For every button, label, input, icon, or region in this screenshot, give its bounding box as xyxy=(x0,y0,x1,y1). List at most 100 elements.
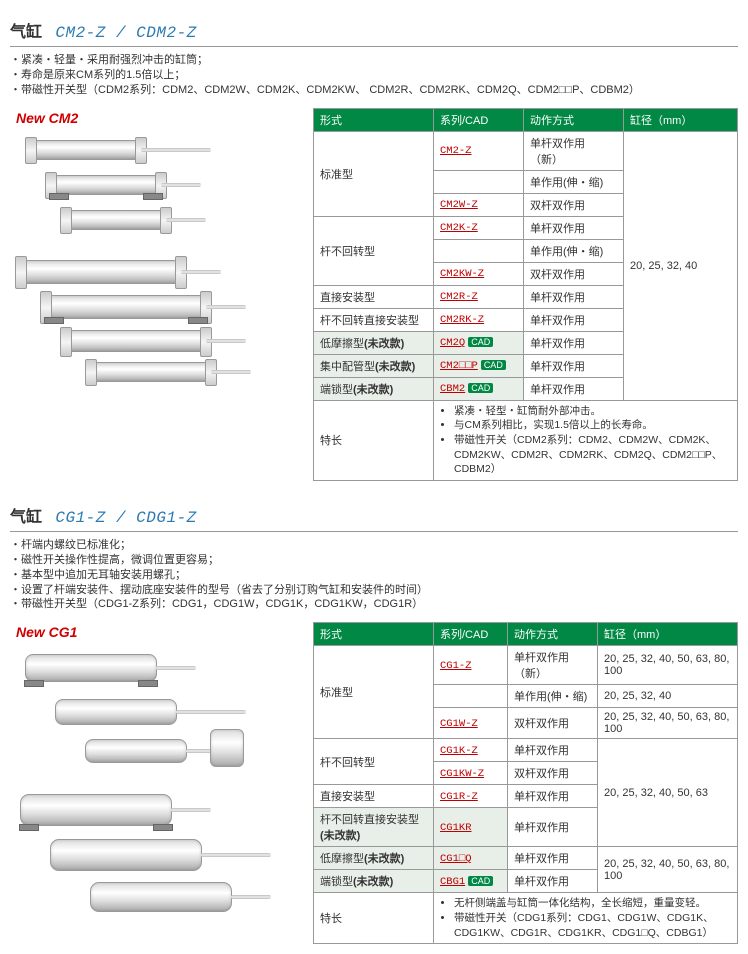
series-cell: CG1K-Z xyxy=(434,739,508,762)
section1-model: CM2-Z / CDM2-Z xyxy=(55,24,196,42)
section1-prefix: 气缸 xyxy=(10,24,42,41)
th-bore: 缸径（mm） xyxy=(624,108,738,131)
th-series: 系列/CAD xyxy=(434,108,524,131)
section2-title: 气缸 CG1-Z / CDG1-Z xyxy=(10,503,738,527)
series-cell: CBG1CAD xyxy=(434,870,508,893)
type-cell: 标准型 xyxy=(314,646,434,739)
feature-row: 特长紧凑・轻型・缸筒耐外部冲击。与CM系列相比，实现1.5倍以上的长寿命。带磁性… xyxy=(314,400,738,480)
series-cell: CM2-Z xyxy=(434,131,524,170)
section2-model: CG1-Z / CDG1-Z xyxy=(55,509,196,527)
bore-cell: 20, 25, 32, 40 xyxy=(598,685,738,708)
action-cell: 双杆双作用 xyxy=(508,762,598,785)
action-cell: 单杆双作用 xyxy=(524,285,624,308)
type-cell: 杆不回转直接安装型(未改款) xyxy=(314,808,434,847)
new-cg1-label: New CG1 xyxy=(16,624,305,640)
cad-badge: CAD xyxy=(468,876,493,886)
bore-cell: 20, 25, 32, 40, 50, 63 xyxy=(598,739,738,847)
bore-cell: 20, 25, 32, 40, 50, 63, 80, 100 xyxy=(598,847,738,893)
divider xyxy=(10,46,738,47)
section1-title: 气缸 CM2-Z / CDM2-Z xyxy=(10,18,738,42)
action-cell: 单杆双作用 xyxy=(524,331,624,354)
series-link[interactable]: CG1KW-Z xyxy=(440,768,484,780)
action-cell: 单作用(伸・缩) xyxy=(524,170,624,193)
series-cell: CG1KR xyxy=(434,808,508,847)
bullet-item: 设置了杆端安装件、摆动底座安装件的型号（省去了分别订购气缸和安装件的时间） xyxy=(10,583,738,598)
action-cell: 单杆双作用 xyxy=(524,216,624,239)
series-link[interactable]: CG1KR xyxy=(440,822,472,834)
series-link[interactable]: CG1W-Z xyxy=(440,718,478,730)
series-cell: CM2KW-Z xyxy=(434,262,524,285)
series-link[interactable]: CM2W-Z xyxy=(440,199,478,211)
type-cell: 直接安装型 xyxy=(314,785,434,808)
series-cell xyxy=(434,170,524,193)
series-link[interactable]: CM2R-Z xyxy=(440,291,478,303)
th-type: 形式 xyxy=(314,108,434,131)
type-cell: 直接安装型 xyxy=(314,285,434,308)
series-link[interactable]: CBM2 xyxy=(440,383,465,395)
table-row: 低摩擦型(未改款)CG1□Q单杆双作用20, 25, 32, 40, 50, 6… xyxy=(314,847,738,870)
series-link[interactable]: CM2Q xyxy=(440,337,465,349)
series-cell: CM2K-Z xyxy=(434,216,524,239)
action-cell: 单杆双作用（新） xyxy=(508,646,598,685)
series-cell: CM2RK-Z xyxy=(434,308,524,331)
series-cell: CM2QCAD xyxy=(434,331,524,354)
type-cell: 低摩擦型(未改款) xyxy=(314,331,434,354)
series-link[interactable]: CM2-Z xyxy=(440,145,472,157)
series-link[interactable]: CM2KW-Z xyxy=(440,268,484,280)
action-cell: 单杆双作用 xyxy=(508,808,598,847)
feature-content: 无杆侧端盖与缸筒一体化结构，全长缩短，重量变轻。带磁性开关（CDG1系列：CDG… xyxy=(434,893,738,944)
type-cell: 标准型 xyxy=(314,131,434,216)
feature-label: 特长 xyxy=(314,893,434,944)
series-cell: CM2R-Z xyxy=(434,285,524,308)
bullet-item: 磁性开关操作性提高，微调位置更容易； xyxy=(10,553,738,568)
type-cell: 低摩擦型(未改款) xyxy=(314,847,434,870)
series-cell: CG1□Q xyxy=(434,847,508,870)
bullet-item: 杆端内螺纹已标准化； xyxy=(10,538,738,553)
table-row: 标准型CG1-Z单杆双作用（新）20, 25, 32, 40, 50, 63, … xyxy=(314,646,738,685)
series-link[interactable]: CG1-Z xyxy=(440,660,472,672)
table-row: 杆不回转型CG1K-Z单杆双作用20, 25, 32, 40, 50, 63 xyxy=(314,739,738,762)
series-cell xyxy=(434,239,524,262)
series-link[interactable]: CG1□Q xyxy=(440,853,472,865)
action-cell: 单杆双作用 xyxy=(524,354,624,377)
series-link[interactable]: CM2□□P xyxy=(440,360,478,372)
action-cell: 单杆双作用 xyxy=(524,377,624,400)
series-link[interactable]: CG1K-Z xyxy=(440,745,478,757)
series-link[interactable]: CG1R-Z xyxy=(440,791,478,803)
th-series: 系列/CAD xyxy=(434,623,508,646)
th-bore: 缸径（mm） xyxy=(598,623,738,646)
th-type: 形式 xyxy=(314,623,434,646)
action-cell: 单作用(伸・缩) xyxy=(508,685,598,708)
series-cell: CG1KW-Z xyxy=(434,762,508,785)
bullet-item: 紧凑・轻量・采用耐强烈冲击的缸筒； xyxy=(10,53,738,68)
cad-badge: CAD xyxy=(468,383,493,393)
bullet-item: 带磁性开关型（CDG1-Z系列：CDG1，CDG1W，CDG1K，CDG1KW，… xyxy=(10,597,738,612)
action-cell: 单作用(伸・缩) xyxy=(524,239,624,262)
type-cell: 端锁型(未改款) xyxy=(314,870,434,893)
th-action: 动作方式 xyxy=(508,623,598,646)
action-cell: 单杆双作用 xyxy=(508,739,598,762)
feature-row: 特长无杆侧端盖与缸筒一体化结构，全长缩短，重量变轻。带磁性开关（CDG1系列：C… xyxy=(314,893,738,944)
series-link[interactable]: CBG1 xyxy=(440,876,465,888)
bullet-item: 基本型中追加无耳轴安装用螺孔； xyxy=(10,568,738,583)
th-action: 动作方式 xyxy=(524,108,624,131)
section2-bullets: 杆端内螺纹已标准化；磁性开关操作性提高，微调位置更容易；基本型中追加无耳轴安装用… xyxy=(10,538,738,612)
new-cm2-label: New CM2 xyxy=(16,110,305,126)
cg1-cylinder-illustration xyxy=(10,644,305,914)
section2-prefix: 气缸 xyxy=(10,509,42,526)
action-cell: 单杆双作用 xyxy=(508,847,598,870)
series-cell: CM2W-Z xyxy=(434,193,524,216)
cg1-spec-table: 形式 系列/CAD 动作方式 缸径（mm） 标准型CG1-Z单杆双作用（新）20… xyxy=(313,622,738,944)
type-cell: 端锁型(未改款) xyxy=(314,377,434,400)
action-cell: 单杆双作用 xyxy=(508,870,598,893)
bore-cell: 20, 25, 32, 40, 50, 63, 80, 100 xyxy=(598,646,738,685)
series-link[interactable]: CM2K-Z xyxy=(440,222,478,234)
cm2-spec-table: 形式 系列/CAD 动作方式 缸径（mm） 标准型CM2-Z单杆双作用（新）20… xyxy=(313,108,738,481)
action-cell: 单杆双作用（新） xyxy=(524,131,624,170)
action-cell: 双杆双作用 xyxy=(508,708,598,739)
series-cell: CBM2CAD xyxy=(434,377,524,400)
action-cell: 双杆双作用 xyxy=(524,193,624,216)
series-link[interactable]: CM2RK-Z xyxy=(440,314,484,326)
type-cell: 杆不回转型 xyxy=(314,739,434,785)
divider xyxy=(10,531,738,532)
